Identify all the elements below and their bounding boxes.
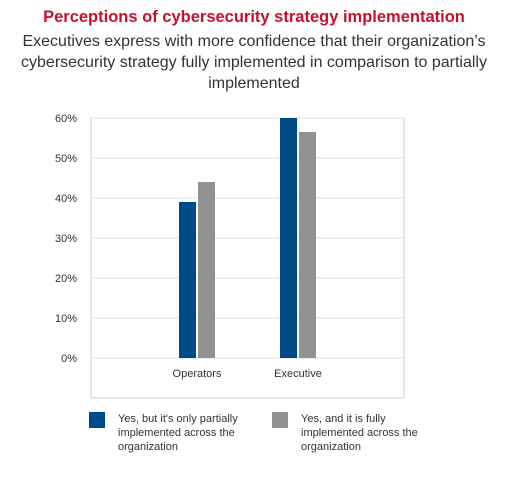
chart-subtitle: Executives express with more confidence …: [21, 33, 487, 92]
bar-operators-series-2: [198, 182, 215, 358]
legend-swatch-partial: [89, 412, 105, 428]
y-tick-label: 0%: [61, 353, 77, 365]
bar-executive-series-1: [280, 118, 297, 358]
bar-operators-series-1: [179, 202, 196, 358]
y-tick-label: 40%: [55, 193, 77, 205]
legend-swatch-full: [272, 412, 288, 428]
legend-label-partial: Yes, but it's only partially implemented…: [118, 413, 238, 453]
legend-item-full: Yes, and it is fully implemented across …: [272, 412, 451, 454]
bar-executive-series-2: [299, 132, 316, 358]
y-tick-label: 20%: [55, 273, 77, 285]
y-tick-label: 50%: [55, 153, 77, 165]
y-tick-label: 10%: [55, 313, 77, 325]
legend-label-full: Yes, and it is fully implemented across …: [301, 413, 418, 453]
legend-item-partial: Yes, but it's only partially implemented…: [89, 412, 263, 454]
chart-title: Perceptions of cybersecurity strategy im…: [43, 8, 465, 26]
x-tick-label: Operators: [173, 368, 222, 380]
x-tick-label: Executive: [274, 368, 322, 380]
y-tick-label: 60%: [55, 113, 77, 125]
y-tick-label: 30%: [55, 233, 77, 245]
